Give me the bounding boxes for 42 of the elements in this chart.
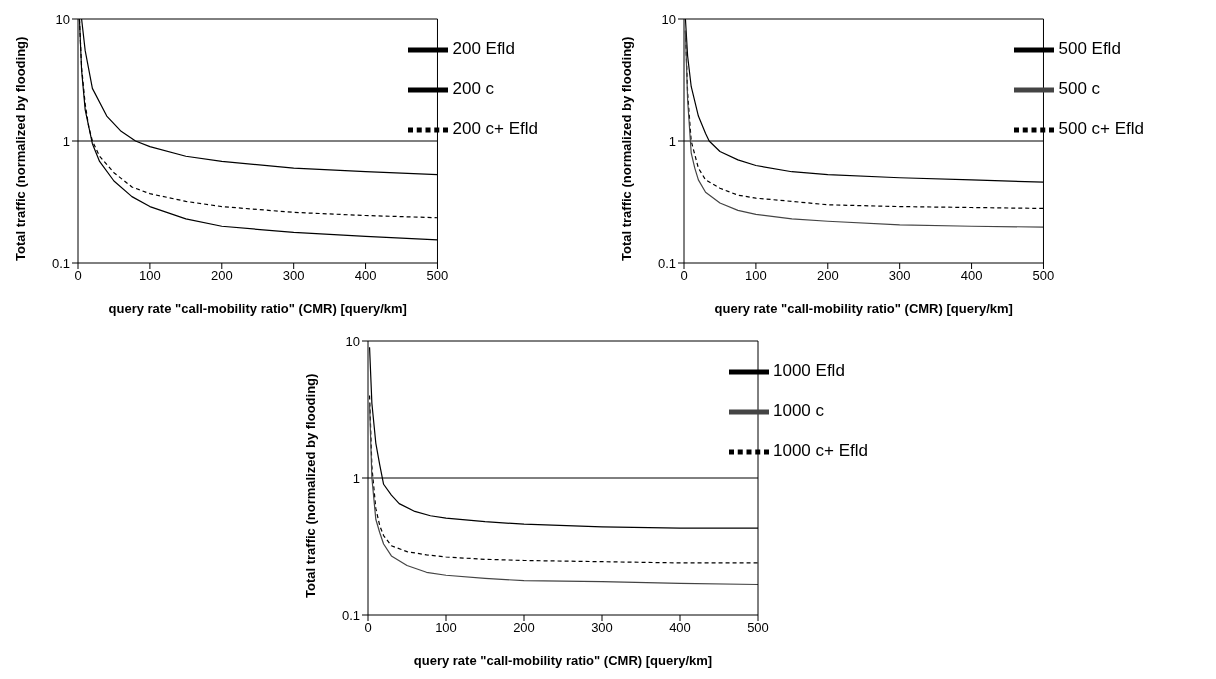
x-tick-label: 400 (960, 268, 983, 284)
y-tick-label: 10 (661, 11, 676, 27)
legend-label: 500 c+ Efld (1058, 119, 1144, 139)
y-tick-label: 0.1 (657, 255, 676, 271)
x-axis-title: query rate "call-mobility ratio" (CMR) [query/km] (413, 653, 713, 668)
x-tick-label: 100 (139, 268, 161, 284)
x-tick-label: 100 (435, 620, 457, 636)
x-tick-label: 300 (888, 268, 911, 284)
legend-label: 200 Efld (452, 39, 515, 59)
legend-label: 200 c (452, 79, 495, 99)
x-tick-label: 300 (591, 620, 613, 636)
legend-label: 500 Efld (1058, 39, 1121, 59)
x-tick-label: 0 (74, 268, 82, 284)
x-tick-label: 200 (816, 268, 839, 284)
x-tick-label: 500 (1032, 268, 1055, 284)
x-tick-label: 200 (210, 268, 233, 284)
y-tick-label: 0.1 (341, 607, 360, 623)
x-axis-title: query rate "call-mobility ratio" (CMR) [query/km] (108, 301, 407, 316)
x-tick-label: 0 (680, 268, 688, 284)
legend-label: 200 c+ Efld (452, 119, 538, 139)
legend-label: 500 c (1058, 79, 1101, 99)
legend-label: 1000 c (773, 401, 825, 421)
y-tick-label: 10 (55, 11, 70, 27)
y-axis-title: Total traffic (normalized by flooding) (12, 36, 28, 261)
y-axis-title: Total traffic (normalized by flooding) (618, 36, 634, 261)
x-tick-label: 0 (364, 620, 372, 636)
x-tick-label: 100 (745, 268, 767, 284)
x-tick-label: 500 (426, 268, 449, 284)
y-tick-label: 0.1 (51, 255, 70, 271)
x-tick-label: 500 (747, 620, 769, 636)
x-tick-label: 300 (282, 268, 305, 284)
legend-label: 1000 c+ Efld (773, 441, 868, 461)
x-axis-title: query rate "call-mobility ratio" (CMR) [query/km] (714, 301, 1013, 316)
y-axis-title: Total traffic (normalized by flooding) (302, 373, 318, 598)
x-tick-label: 200 (513, 620, 535, 636)
y-tick-label: 1 (62, 133, 70, 149)
legend-label: 1000 Efld (773, 361, 845, 381)
x-tick-label: 400 (669, 620, 691, 636)
y-tick-label: 1 (668, 133, 676, 149)
y-tick-label: 10 (345, 333, 360, 349)
x-tick-label: 400 (354, 268, 377, 284)
y-tick-label: 1 (352, 470, 360, 486)
